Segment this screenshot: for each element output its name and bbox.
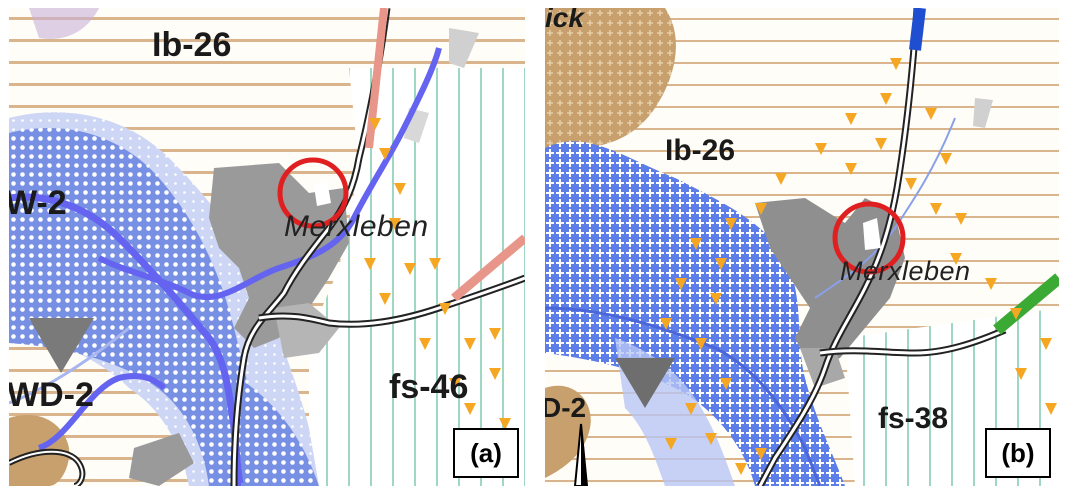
panel-tag-a: (a) xyxy=(453,428,519,478)
panel-tag-b: (b) xyxy=(985,428,1051,478)
map-panel-a: Ib-26 W-2 WD-2 fs-46 Merxleben (a) xyxy=(9,8,525,486)
map-panel-b: ick Ib-26 D-2 fs-38 Merxleben (b) xyxy=(545,8,1059,486)
town-label: Merxleben xyxy=(840,256,971,287)
town-label: Merxleben xyxy=(284,210,429,244)
zone-label-left-bottom: D-2 xyxy=(545,392,586,424)
map-b-canvas xyxy=(545,8,1059,486)
zone-label-left: W-2 xyxy=(9,184,67,223)
zone-label-left-bottom: WD-2 xyxy=(9,376,94,415)
zone-label-right: fs-46 xyxy=(389,368,468,407)
zone-label-top: Ib-26 xyxy=(152,26,231,65)
road-blue-north xyxy=(915,8,920,50)
zone-label-right: fs-38 xyxy=(878,402,948,436)
zone-label-top: Ib-26 xyxy=(665,134,735,168)
corner-label-top: ick xyxy=(545,8,584,34)
